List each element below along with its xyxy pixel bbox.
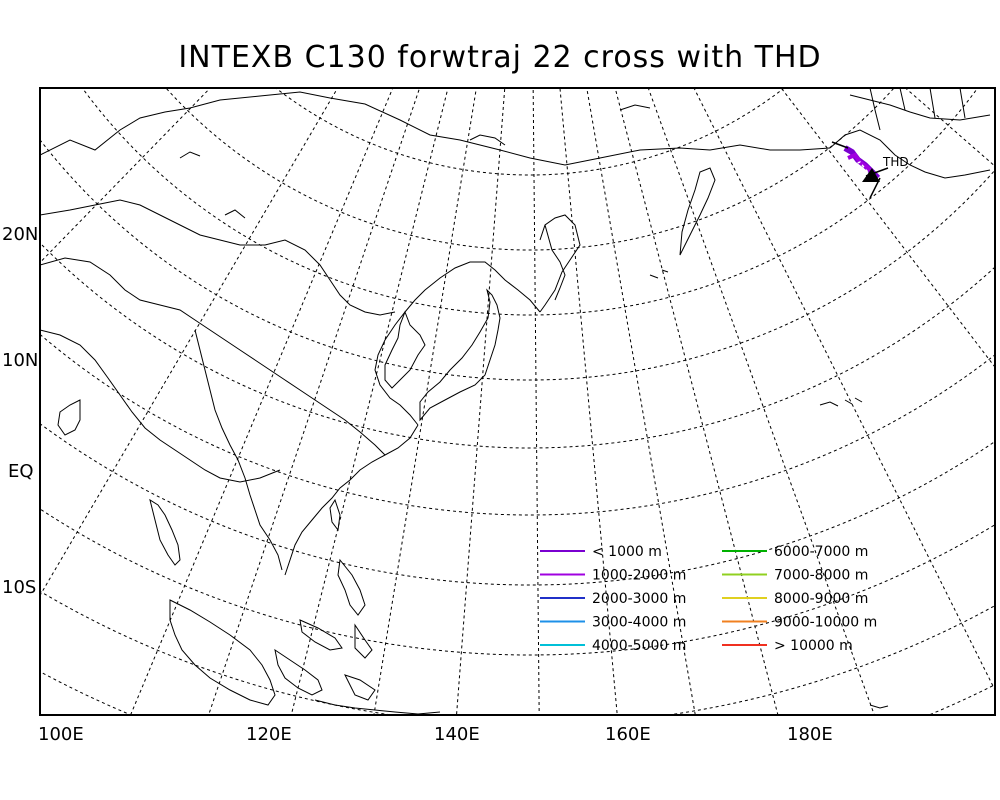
legend-label-6: 7000-8000 m	[774, 568, 868, 584]
legend-label-2: 2000-3000 m	[592, 591, 686, 607]
lon-label-180e: 180E	[787, 724, 833, 745]
legend-label-9: > 10000 m	[774, 638, 853, 654]
legend-label-7: 8000-9000 m	[774, 591, 868, 607]
lon-label-140e: 140E	[434, 724, 480, 745]
lon-label-160e: 160E	[605, 724, 651, 745]
lon-label-100e: 100E	[38, 724, 84, 745]
lat-label-20n: 20N	[2, 224, 39, 245]
thd-site-label: THD	[882, 155, 909, 169]
legend-label-5: 6000-7000 m	[774, 544, 868, 560]
legend-label-0: < 1000 m	[592, 544, 662, 560]
legend-label-8: 9000-10000 m	[774, 615, 877, 631]
map-frame	[39, 87, 996, 716]
trajectory: THD	[831, 141, 909, 199]
legend-label-3: 3000-4000 m	[592, 615, 686, 631]
map-title: INTEXB C130 forwtraj 22 cross with THD	[178, 40, 822, 75]
thd-site-marker-icon	[862, 168, 880, 182]
legend-label-4: 4000-5000 m	[592, 638, 686, 654]
legend: < 1000 m 1000-2000 m 2000-3000 m 3000-4000 …	[540, 544, 877, 654]
lat-label-10n: 10N	[2, 350, 39, 371]
coastlines	[40, 88, 991, 715]
lat-label-10s: 10S	[2, 577, 37, 598]
lat-label-eq: EQ	[8, 461, 34, 482]
lon-label-120e: 120E	[246, 724, 292, 745]
legend-label-1: 1000-2000 m	[592, 568, 686, 584]
